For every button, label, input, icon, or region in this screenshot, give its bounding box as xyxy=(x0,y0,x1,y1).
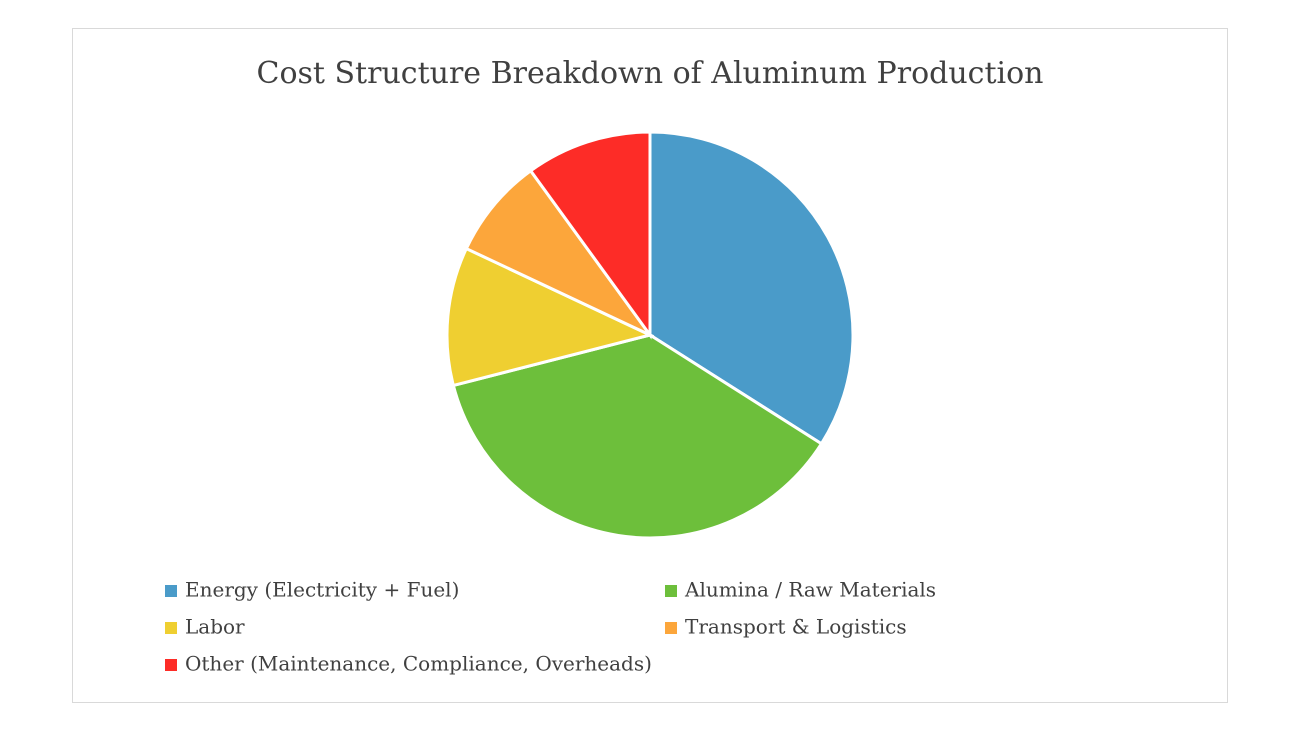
legend-swatch xyxy=(665,585,677,597)
pie-slice xyxy=(451,333,824,540)
legend-label: Labor xyxy=(185,615,245,639)
legend-label: Energy (Electricity + Fuel) xyxy=(185,578,459,602)
legend-swatch xyxy=(165,585,177,597)
chart-title: Cost Structure Breakdown of Aluminum Pro… xyxy=(257,56,1044,91)
legend-swatch xyxy=(665,622,677,634)
legend-label: Alumina / Raw Materials xyxy=(684,578,936,602)
legend-swatch xyxy=(165,622,177,634)
pie-slice xyxy=(464,168,652,337)
pie-slice xyxy=(528,130,652,340)
pie-slice xyxy=(445,246,655,388)
legend-label: Other (Maintenance, Compliance, Overhead… xyxy=(185,652,652,676)
legend-swatch xyxy=(165,659,177,671)
legend-label: Transport & Logistics xyxy=(685,615,907,639)
